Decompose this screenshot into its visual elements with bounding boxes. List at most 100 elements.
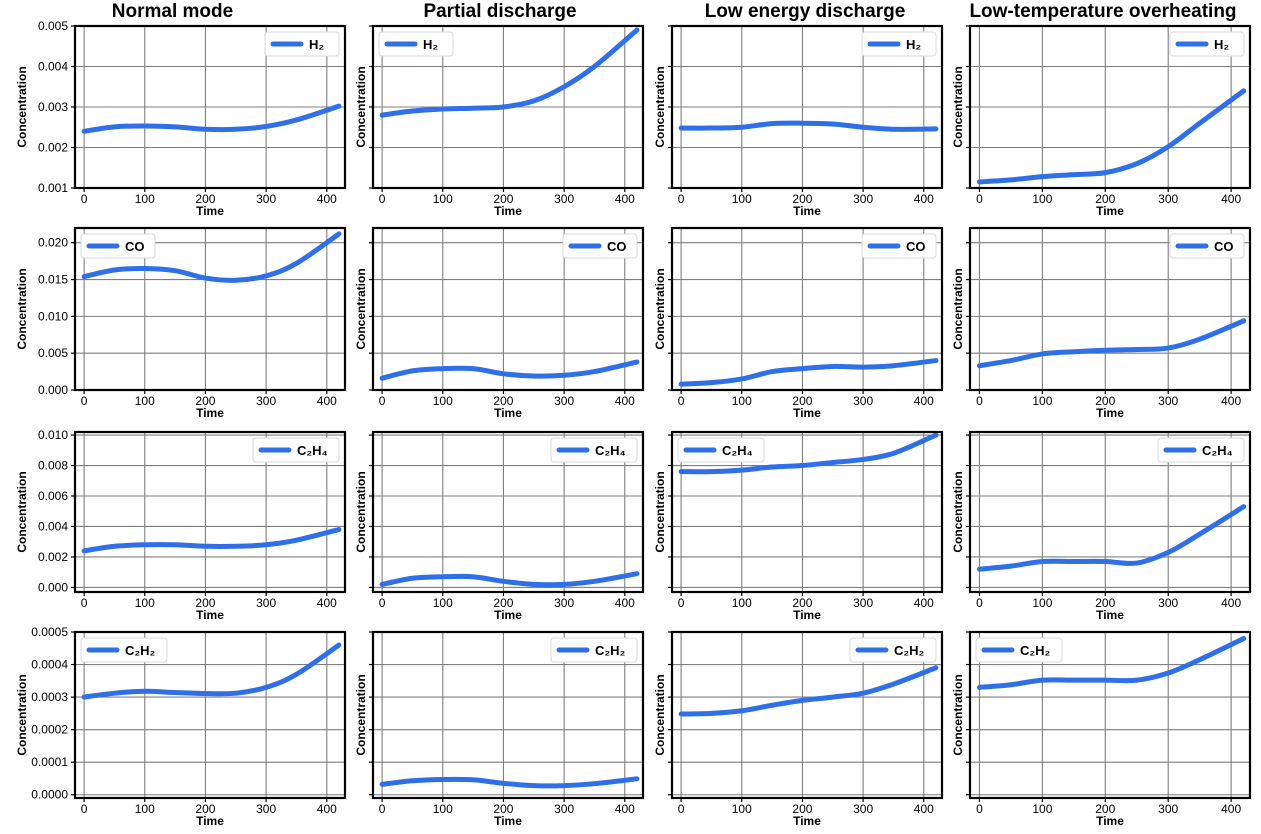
subplot-r1-c2: 0 100 200 300 400 Time Concentration CO	[653, 226, 944, 420]
plot-frame	[968, 226, 1252, 392]
subplot-r0-c3: 0 100 200 300 400 Time Concentration H₂	[951, 24, 1252, 218]
x-tick-label: 400	[914, 394, 934, 408]
x-tick-label: 300	[1158, 596, 1178, 610]
legend-label: CO	[607, 239, 627, 254]
y-tick-label: 0.000	[38, 383, 68, 397]
x-tick-label: 0	[81, 394, 88, 408]
x-tick-label: 0	[81, 596, 88, 610]
legend: CO	[861, 233, 937, 259]
legend-label: C₂H₄	[1202, 443, 1233, 458]
y-tick-label: 0.004	[38, 60, 68, 74]
x-tick-label: 200	[1095, 596, 1115, 610]
x-tick-label: 100	[433, 394, 453, 408]
x-axis-label: Time	[793, 406, 821, 420]
legend-label: C₂H₂	[125, 643, 156, 658]
legend: C₂H₄	[1157, 437, 1245, 463]
y-tick-label: 0.010	[38, 428, 68, 442]
y-axis-label: Concentration	[951, 471, 965, 552]
series-line-ch	[81, 642, 342, 700]
x-tick-label: 0	[379, 192, 386, 206]
x-tick-label: 0	[976, 394, 983, 408]
x-tick-label: 100	[433, 192, 453, 206]
x-tick-label: 300	[1158, 394, 1178, 408]
legend-label: H₂	[423, 37, 438, 52]
subplot-r0-c1: 0 100 200 300 400 Time Concentration H₂	[354, 24, 645, 218]
legend-box	[677, 437, 765, 463]
y-axis-label: Concentration	[15, 674, 29, 755]
x-axis-label: Time	[196, 204, 224, 218]
x-tick-label: 200	[493, 802, 513, 816]
plot-frame	[670, 226, 944, 392]
y-tick-label: 0.0005	[31, 625, 68, 639]
y-tick-label: 0.0004	[31, 658, 68, 672]
series-line-h	[379, 27, 640, 118]
x-axis-label: Time	[1096, 608, 1124, 622]
x-tick-label: 0	[678, 394, 685, 408]
legend: C₂H₂	[550, 637, 638, 663]
x-tick-label: 400	[1221, 192, 1241, 206]
subplot-r3-c0: 0 100 200 300 400 Time 0.0000 0.0001 0.0002 0.000…	[15, 625, 347, 828]
y-tick-label: 0.015	[38, 273, 68, 287]
x-tick-label: 400	[1221, 596, 1241, 610]
series-line-ch	[379, 776, 640, 789]
x-axis-label: Time	[494, 814, 522, 828]
subplot-r2-c1: 0 100 200 300 400 Time Concentration C₂H₄	[354, 430, 645, 622]
legend-box	[80, 637, 168, 663]
subplot-r2-c0: 0 100 200 300 400 Time 0.000 0.002 0.004 0.006 0.0…	[15, 428, 347, 622]
x-tick-label: 400	[615, 596, 635, 610]
y-axis-label: Concentration	[15, 471, 29, 552]
x-tick-label: 400	[914, 802, 934, 816]
x-tick-label: 0	[81, 802, 88, 816]
plot-frame	[670, 430, 944, 594]
x-tick-label: 200	[195, 596, 215, 610]
y-tick-label: 0.006	[38, 489, 68, 503]
y-axis-label: Concentration	[653, 471, 667, 552]
x-tick-label: 200	[792, 394, 812, 408]
y-axis-label: Concentration	[354, 674, 368, 755]
x-tick-label: 300	[256, 394, 276, 408]
subplot-r2-c2: 0 100 200 300 400 Time Concentration C₂H₄	[653, 430, 944, 622]
legend: C₂H₂	[975, 637, 1063, 663]
x-tick-label: 100	[135, 596, 155, 610]
y-tick-label: 0.010	[38, 309, 68, 323]
legend: CO	[562, 233, 638, 259]
y-tick-label: 0.005	[38, 19, 68, 33]
x-tick-label: 200	[195, 192, 215, 206]
series-line-co	[81, 231, 342, 283]
subplot-r1-c0: 0 100 200 300 400 Time 0.000 0.005 0.010 0.015 0.0…	[15, 226, 347, 420]
plot-frame	[73, 630, 347, 800]
y-axis-label: Concentration	[951, 66, 965, 147]
plot-frame	[371, 430, 645, 594]
x-tick-label: 0	[678, 192, 685, 206]
x-tick-label: 0	[976, 596, 983, 610]
legend: H₂	[1169, 31, 1245, 57]
x-tick-label: 0	[976, 192, 983, 206]
legend-label: CO	[1214, 239, 1234, 254]
x-tick-label: 300	[256, 596, 276, 610]
legend-label: H₂	[906, 37, 921, 52]
legend: C₂H₂	[849, 637, 937, 663]
y-tick-label: 0.008	[38, 459, 68, 473]
legend: C₂H₄	[550, 437, 638, 463]
legend: C₂H₄	[252, 437, 340, 463]
x-tick-label: 200	[493, 192, 513, 206]
legend-label: C₂H₄	[722, 443, 753, 458]
x-tick-label: 100	[1032, 802, 1052, 816]
y-axis-label: Concentration	[653, 674, 667, 755]
x-tick-label: 400	[1221, 802, 1241, 816]
legend-label: C₂H₂	[894, 643, 925, 658]
series-line-co	[379, 359, 640, 381]
x-axis-label: Time	[196, 608, 224, 622]
plot-frame	[73, 226, 347, 392]
x-tick-label: 0	[678, 596, 685, 610]
x-axis-label: Time	[793, 608, 821, 622]
x-tick-label: 300	[554, 394, 574, 408]
x-tick-label: 400	[317, 802, 337, 816]
x-tick-label: 200	[493, 596, 513, 610]
y-tick-label: 0.005	[38, 346, 68, 360]
column-title-partial-discharge: Partial discharge	[423, 1, 577, 22]
legend-label: CO	[906, 239, 926, 254]
y-tick-label: 0.000	[38, 580, 68, 594]
series-line-co	[678, 358, 939, 387]
legend-label: C₂H₂	[595, 643, 626, 658]
